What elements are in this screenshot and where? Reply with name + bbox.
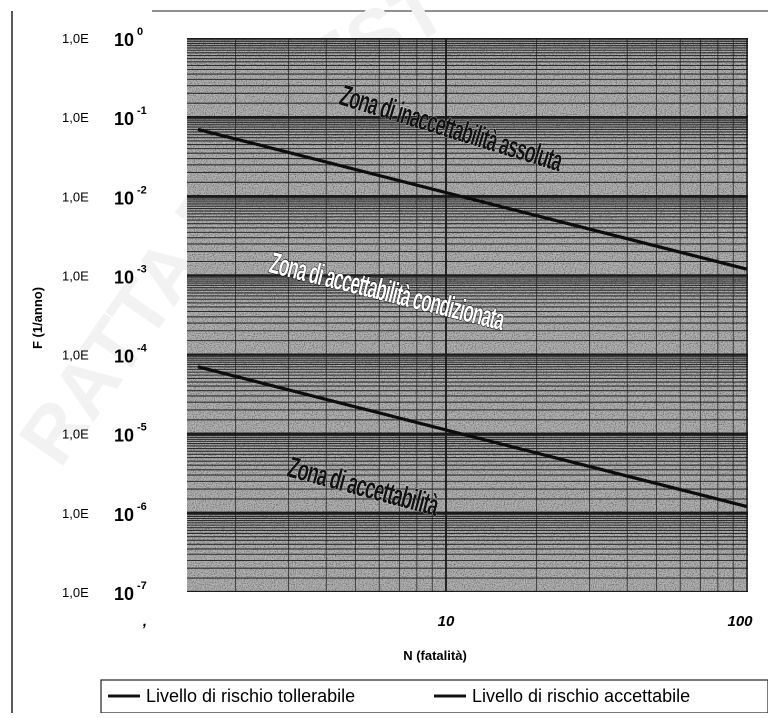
x-tick-label: 100	[727, 613, 753, 630]
plot-texture	[187, 38, 748, 592]
y-tick-label-base: 10	[114, 347, 134, 367]
y-tick-label-base: 10	[114, 267, 134, 287]
y-tick-label-exponent: -2	[137, 184, 147, 196]
y-tick-label-left: 1,0E	[62, 110, 89, 125]
left-gap-1	[130, 62, 187, 72]
y-tick-label-left: 1,0E	[62, 31, 89, 46]
y-tick-label-exponent: 0	[137, 26, 143, 38]
y-tick-label-base: 10	[114, 30, 134, 50]
x-tick-label: ,	[142, 613, 147, 630]
y-tick-label-exponent: -3	[137, 263, 147, 275]
y-tick-label-exponent: -7	[137, 580, 147, 592]
legend: Livello di rischio tollerabile Livello d…	[100, 679, 768, 714]
legend-label-acceptable: Livello di rischio accettabile	[472, 686, 690, 706]
y-tick-label-base: 10	[114, 584, 134, 604]
x-tick-label: 10	[438, 613, 455, 630]
series-group	[197, 127, 748, 509]
y-tick-label-left: 1,0E	[62, 348, 89, 363]
y-axis-title: F (1/anno)	[30, 287, 45, 349]
legend-label-tolerable: Livello di rischio tollerabile	[146, 686, 355, 706]
y-tick-label-base: 10	[114, 109, 134, 129]
y-tick-label-left: 1,0E	[62, 189, 89, 204]
x-axis-title: N (fatalità)	[403, 648, 467, 663]
y-tick-label-left: 1,0E	[62, 268, 89, 283]
y-tick-label-base: 10	[114, 426, 134, 446]
series-line-acceptable	[197, 365, 748, 509]
y-tick-label-base: 10	[114, 188, 134, 208]
series-line-tolerable	[197, 127, 748, 271]
y-tick-label-exponent: -1	[137, 105, 147, 117]
y-tick-labels: 1,0E 10 01,0E 10 -11,0E 10 -21,0E 10 -31,0E 10 -41…	[62, 26, 148, 604]
x-tick-labels: , 10 100	[142, 613, 753, 630]
y-tick-label-exponent: -6	[137, 501, 147, 513]
grid	[187, 38, 748, 592]
y-tick-label-base: 10	[114, 505, 134, 525]
y-tick-label-left: 1,0E	[62, 506, 89, 521]
y-tick-label-exponent: -5	[137, 422, 147, 434]
y-tick-label-left: 1,0E	[62, 585, 89, 600]
left-gap-2	[130, 132, 187, 142]
y-tick-label-left: 1,0E	[62, 427, 89, 442]
y-tick-label-exponent: -4	[137, 343, 148, 355]
